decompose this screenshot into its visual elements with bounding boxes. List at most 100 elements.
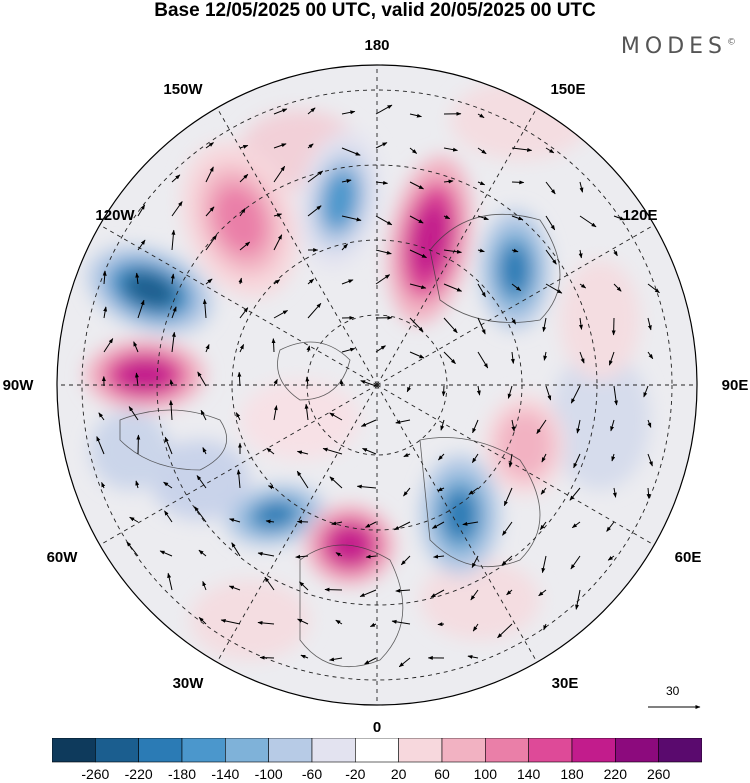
wind-vector (467, 654, 479, 659)
wind-vector (541, 453, 547, 463)
wind-vector (569, 487, 581, 501)
wind-vector (579, 351, 585, 364)
wind-vector (502, 521, 513, 536)
colorbar-tick-label: 60 (434, 766, 450, 782)
wind-vector (437, 487, 445, 492)
wind-vector (409, 147, 418, 154)
wind-vector (306, 345, 311, 353)
wind-vector (300, 654, 309, 659)
wind-vector (476, 385, 481, 396)
wind-vector (375, 274, 391, 285)
wind-vector (570, 555, 581, 570)
colorbar-tick-label: 20 (390, 766, 407, 782)
wind-vector (403, 453, 411, 458)
wind-vector (273, 310, 288, 319)
wind-vector (137, 239, 146, 251)
longitude-label-30w: 30W (173, 675, 205, 692)
wind-vector (329, 412, 343, 421)
wind-vector (128, 406, 139, 421)
coastline (419, 437, 541, 568)
wind-vector (409, 351, 425, 359)
wind-vector (267, 485, 275, 490)
wind-vector (239, 344, 245, 353)
wind-vector (135, 272, 140, 285)
wind-vector (159, 550, 173, 557)
colorbar-tick-label: -140 (211, 766, 240, 782)
wind-vector (103, 306, 108, 319)
wind-vector (612, 487, 617, 498)
wind-vector (543, 351, 548, 361)
longitude-label-180: 180 (364, 37, 389, 54)
wind-vector (329, 476, 343, 489)
wind-vector (102, 270, 107, 285)
colorbar-swatch (398, 738, 443, 763)
coastline (277, 341, 351, 401)
colorbar-swatch (181, 738, 226, 763)
wind-vector (339, 379, 344, 387)
wind-vector (171, 306, 177, 319)
wind-vector (438, 453, 445, 461)
wind-vector (341, 279, 354, 285)
wind-vector (220, 618, 241, 625)
wind-vector (239, 307, 249, 319)
wind-vector (202, 298, 207, 319)
wind-vector (362, 447, 377, 455)
wind-vector (647, 453, 653, 467)
longitude-label-0: 0 (373, 719, 381, 736)
wind-vector (170, 273, 175, 285)
wind-vector (471, 555, 479, 568)
colorbar-swatch (311, 738, 356, 763)
wind-vector (501, 555, 513, 566)
wind-vector (137, 204, 146, 217)
wind-vector (364, 657, 377, 665)
wind-vector (543, 623, 548, 631)
wind-vector (164, 436, 173, 455)
wind-vector (335, 552, 343, 557)
wind-vector (273, 213, 283, 218)
wind-vector (360, 419, 377, 427)
colorbar-swatch (658, 738, 702, 763)
wind-vector (472, 419, 479, 434)
wind-vector (273, 165, 286, 183)
alaska-low-anomaly (121, 270, 179, 310)
wind-vector (468, 487, 479, 495)
longitude-label-120e: 120E (622, 207, 657, 224)
wind-vector (391, 619, 411, 625)
wind-vector (538, 589, 547, 597)
wind-vector (257, 620, 275, 625)
colorbar-tick-label: -60 (301, 766, 323, 782)
colorbar-swatch (571, 738, 616, 763)
longitude-label-120w: 120W (95, 207, 135, 224)
wind-vector (443, 317, 458, 334)
wind-vector (265, 519, 275, 524)
wind-vector (171, 331, 176, 353)
wind-vector (511, 283, 522, 292)
wind-vector (171, 174, 181, 183)
wind-vector (305, 376, 310, 387)
wind-vector (440, 419, 445, 431)
colorbar-tick-label: 140 (516, 766, 541, 782)
wind-vector (307, 107, 316, 115)
reference-vector-label: 30 (666, 684, 680, 698)
wind-vector (403, 487, 411, 497)
wind-vector (163, 481, 173, 489)
map-title: Base 12/05/2025 00 UTC, valid 20/05/2025… (154, 0, 596, 21)
colorbar-swatch (528, 738, 573, 763)
wind-vector (393, 521, 411, 531)
colorbar-tick-label: 180 (560, 766, 584, 782)
wind-vector (205, 142, 214, 149)
colorbar-tick-label: -180 (167, 766, 197, 782)
wind-vector (400, 555, 411, 566)
wind-vector (477, 147, 487, 155)
wind-vector (273, 378, 278, 387)
wind-vector (545, 283, 563, 294)
wind-vector (573, 453, 581, 469)
wind-vector (443, 351, 456, 365)
wind-vector (239, 207, 246, 217)
wind-vector (510, 351, 515, 364)
wind-vector (202, 580, 207, 591)
wind-vector (606, 521, 615, 532)
brand-name: MODES (620, 34, 727, 59)
wind-vector (395, 588, 411, 593)
